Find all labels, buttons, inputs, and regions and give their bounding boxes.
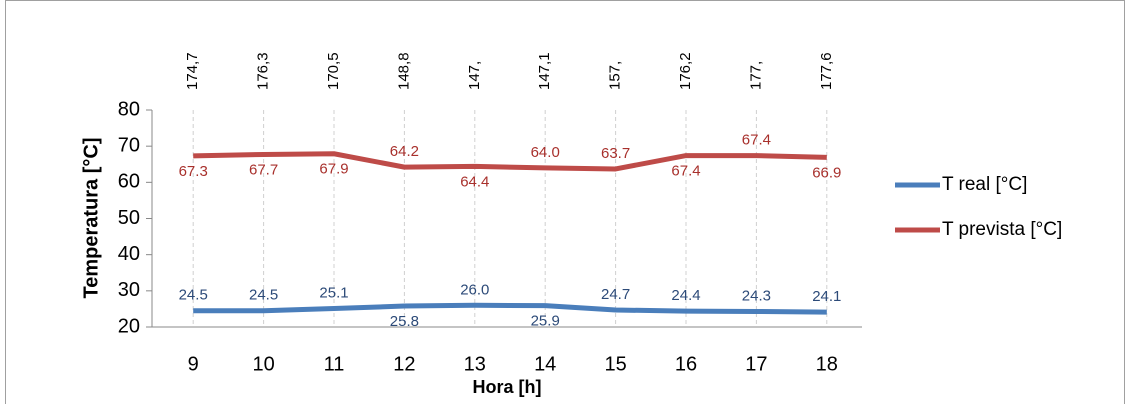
annotation: 147,1 bbox=[536, 52, 553, 90]
annotation: 170,5 bbox=[325, 52, 342, 90]
series-line bbox=[193, 151, 827, 172]
x-tick-label: 10 bbox=[252, 353, 274, 375]
data-label: 64.4 bbox=[460, 173, 489, 190]
data-label: 24.3 bbox=[742, 287, 771, 304]
annotation: 176,2 bbox=[677, 52, 694, 90]
annotation: 148,8 bbox=[395, 52, 412, 90]
data-label: 24.7 bbox=[601, 286, 630, 303]
x-tick-label: 9 bbox=[188, 353, 199, 375]
x-tick-label: 12 bbox=[393, 353, 415, 375]
x-axis-label: Hora [h] bbox=[473, 377, 542, 397]
y-tick-label: 40 bbox=[118, 243, 140, 265]
y-axis-label: Temperatura [°C] bbox=[80, 138, 102, 299]
legend-label: T prevista [°C] bbox=[942, 219, 1062, 240]
data-label: 66.9 bbox=[812, 164, 841, 181]
data-label: 67.9 bbox=[319, 161, 348, 178]
annotation: 147, bbox=[466, 61, 483, 90]
x-tick-label: 11 bbox=[324, 353, 345, 375]
legend-label: T real [°C] bbox=[942, 174, 1027, 195]
y-tick-label: 70 bbox=[118, 134, 140, 156]
data-label: 64.0 bbox=[531, 144, 560, 161]
data-label: 67.4 bbox=[671, 163, 700, 180]
x-tick-label: 18 bbox=[816, 353, 838, 375]
data-label: 25.8 bbox=[390, 313, 419, 330]
annotation: 177,6 bbox=[818, 52, 835, 90]
chart-frame bbox=[5, 0, 1125, 404]
annotation: 177, bbox=[747, 61, 764, 90]
data-label: 24.5 bbox=[249, 287, 278, 304]
data-label: 24.5 bbox=[179, 287, 208, 304]
y-tick-label: 50 bbox=[118, 207, 140, 229]
data-label: 26.0 bbox=[460, 281, 489, 298]
y-tick-label: 80 bbox=[118, 98, 140, 120]
x-tick-label: 13 bbox=[464, 353, 486, 375]
data-label: 64.2 bbox=[390, 143, 419, 160]
data-label: 25.1 bbox=[319, 285, 348, 302]
annotation: 176,3 bbox=[255, 52, 272, 90]
y-tick-label: 20 bbox=[118, 315, 140, 337]
y-tick-label: 30 bbox=[118, 279, 140, 301]
y-tick-label: 60 bbox=[118, 171, 140, 193]
x-tick-label: 17 bbox=[745, 353, 767, 375]
x-tick-label: 16 bbox=[675, 353, 697, 375]
data-label: 67.7 bbox=[249, 161, 278, 178]
data-label: 63.7 bbox=[601, 145, 630, 162]
annotation: 157, bbox=[607, 61, 624, 90]
data-label: 24.4 bbox=[671, 287, 700, 304]
annotation: 174,7 bbox=[184, 52, 201, 90]
data-label: 67.4 bbox=[742, 132, 771, 149]
data-label: 24.1 bbox=[812, 288, 841, 305]
series-line bbox=[193, 302, 827, 315]
x-tick-label: 15 bbox=[604, 353, 626, 375]
data-label: 67.3 bbox=[179, 163, 208, 180]
x-tick-label: 14 bbox=[534, 353, 556, 375]
data-label: 25.9 bbox=[531, 313, 560, 330]
